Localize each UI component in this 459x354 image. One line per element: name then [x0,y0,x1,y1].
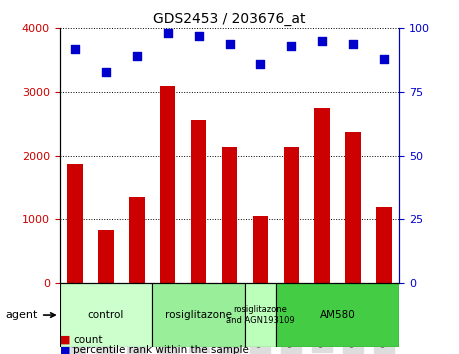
Bar [222,148,237,283]
Text: percentile rank within the sample: percentile rank within the sample [73,346,249,354]
Text: ■: ■ [60,335,70,345]
Bar [376,207,392,283]
Text: control: control [88,310,124,320]
FancyBboxPatch shape [276,283,399,347]
Point [133,53,140,59]
Text: ■: ■ [60,346,70,354]
Text: rosiglitazone
and AGN193109: rosiglitazone and AGN193109 [226,306,295,325]
Bar [252,216,268,283]
Point [380,56,387,62]
FancyBboxPatch shape [152,283,245,347]
Bar [160,86,175,283]
Point [349,41,357,46]
Point [195,33,202,39]
FancyBboxPatch shape [60,283,152,347]
FancyBboxPatch shape [245,283,276,347]
Point [164,30,171,36]
Text: agent: agent [6,310,55,320]
Bar [67,164,83,283]
Text: rosiglitazone: rosiglitazone [165,310,232,320]
Point [257,61,264,67]
Text: AM580: AM580 [320,310,355,320]
Bar [191,120,207,283]
Bar [98,230,114,283]
Point [288,43,295,49]
Bar [284,148,299,283]
Bar [129,196,145,283]
Bar [314,108,330,283]
Point [102,69,110,74]
Bar [345,132,361,283]
Title: GDS2453 / 203676_at: GDS2453 / 203676_at [153,12,306,26]
Point [226,41,233,46]
Point [319,38,326,44]
Point [72,46,79,52]
Text: count: count [73,335,103,345]
